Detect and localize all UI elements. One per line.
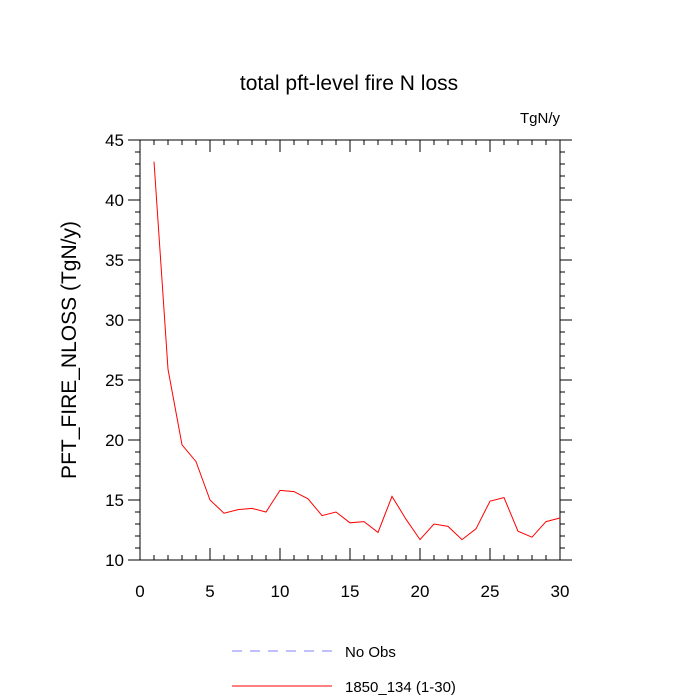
legend-label: No Obs bbox=[345, 644, 396, 661]
y-tick-label: 10 bbox=[105, 551, 124, 570]
axis-ticks bbox=[128, 139, 572, 561]
chart-title: total pft-level fire N loss bbox=[240, 72, 458, 95]
x-tick-label: 25 bbox=[481, 582, 500, 601]
y-tick-label: 35 bbox=[105, 251, 124, 270]
series-line bbox=[153, 161, 561, 541]
legend: No Obs 1850_134 (1-30) bbox=[232, 644, 456, 696]
x-tick-label: 0 bbox=[135, 582, 144, 601]
y-tick-label: 45 bbox=[105, 131, 124, 150]
x-tick-label: 30 bbox=[551, 582, 570, 601]
y-tick-label: 30 bbox=[105, 311, 124, 330]
series-layer bbox=[153, 161, 561, 541]
y-tick-label: 40 bbox=[105, 191, 124, 210]
plot-frame bbox=[139, 139, 561, 561]
y-axis-label: PFT_FIRE_NLOSS (TgN/y) bbox=[58, 221, 81, 479]
y-tick-label: 25 bbox=[105, 371, 124, 390]
x-tick-label: 20 bbox=[411, 582, 430, 601]
x-tick-label: 10 bbox=[271, 582, 290, 601]
y-tick-label: 20 bbox=[105, 431, 124, 450]
y-tick-label: 15 bbox=[105, 491, 124, 510]
axis-tick-labels: 0 5 10 15 20 25 30 10 15 20 25 30 35 40 45 bbox=[105, 131, 569, 601]
legend-label: 1850_134 (1-30) bbox=[345, 679, 456, 696]
x-tick-label: 15 bbox=[341, 582, 360, 601]
units-label: TgN/y bbox=[520, 110, 561, 127]
x-tick-label: 5 bbox=[205, 582, 214, 601]
